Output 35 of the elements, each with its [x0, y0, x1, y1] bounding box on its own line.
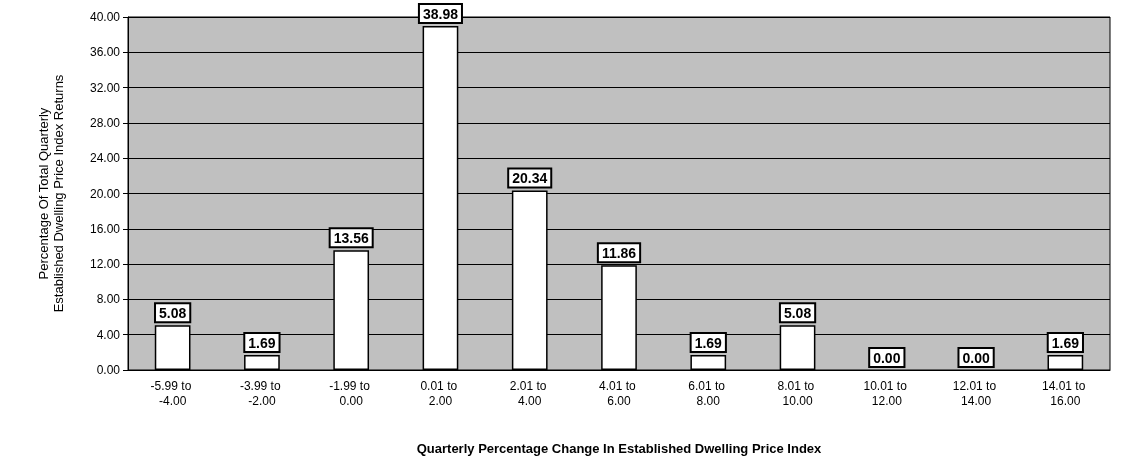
- y-tick-label: 0.00: [96, 363, 121, 377]
- y-tick-label: 32.00: [89, 80, 121, 95]
- x-tick-label: 6.01 to 8.00: [688, 378, 729, 408]
- x-tick-label: -5.99 to -4.00: [150, 378, 195, 408]
- data-label: 5.08: [159, 305, 187, 322]
- y-tick-label: 40.00: [89, 10, 121, 24]
- y-axis-title: Percentage Of Total Quarterly Established Dwelling Price Index Returns: [36, 74, 66, 313]
- y-tick-label: 4.00: [96, 327, 121, 342]
- y-tick-label: 28.00: [89, 115, 121, 130]
- y-tick-label: 36.00: [89, 45, 121, 60]
- x-tick-label: 10.01 to 12.00: [863, 378, 911, 408]
- x-tick-label: 8.01 to 10.00: [777, 378, 818, 408]
- data-label: 38.98: [422, 6, 459, 22]
- data-label: 0.00: [873, 350, 901, 366]
- data-label: 1.69: [1051, 335, 1080, 352]
- x-tick-label: 12.01 to 14.00: [952, 378, 1000, 408]
- data-label: 1.69: [248, 335, 276, 352]
- x-tick-label: -3.99 to -2.00: [239, 378, 284, 408]
- x-tick-label: 0.01 to 2.00: [420, 378, 461, 408]
- data-label: 20.34: [512, 170, 548, 187]
- y-tick-label: 16.00: [89, 221, 121, 236]
- data-label: 1.69: [694, 335, 723, 352]
- data-label: 0.00: [962, 350, 990, 366]
- x-tick-label: 4.01 to 6.00: [598, 378, 640, 408]
- x-tick-label: 14.01 to 16.00: [1042, 378, 1089, 408]
- x-tick-label: 2.01 to 4.00: [509, 378, 550, 408]
- y-tick-label: 12.00: [89, 257, 121, 272]
- data-label: 11.86: [601, 245, 637, 262]
- x-axis-title: Quarterly Percentage Change In Established Dwelling Price Index: [416, 441, 823, 456]
- x-tick-label: -1.99 to 0.00: [329, 378, 374, 408]
- y-tick-label: 8.00: [96, 292, 121, 307]
- data-label: 5.08: [783, 305, 812, 322]
- data-label: 13.56: [333, 230, 369, 247]
- y-tick-label: 24.00: [89, 151, 121, 166]
- y-tick-label: 20.00: [89, 186, 121, 201]
